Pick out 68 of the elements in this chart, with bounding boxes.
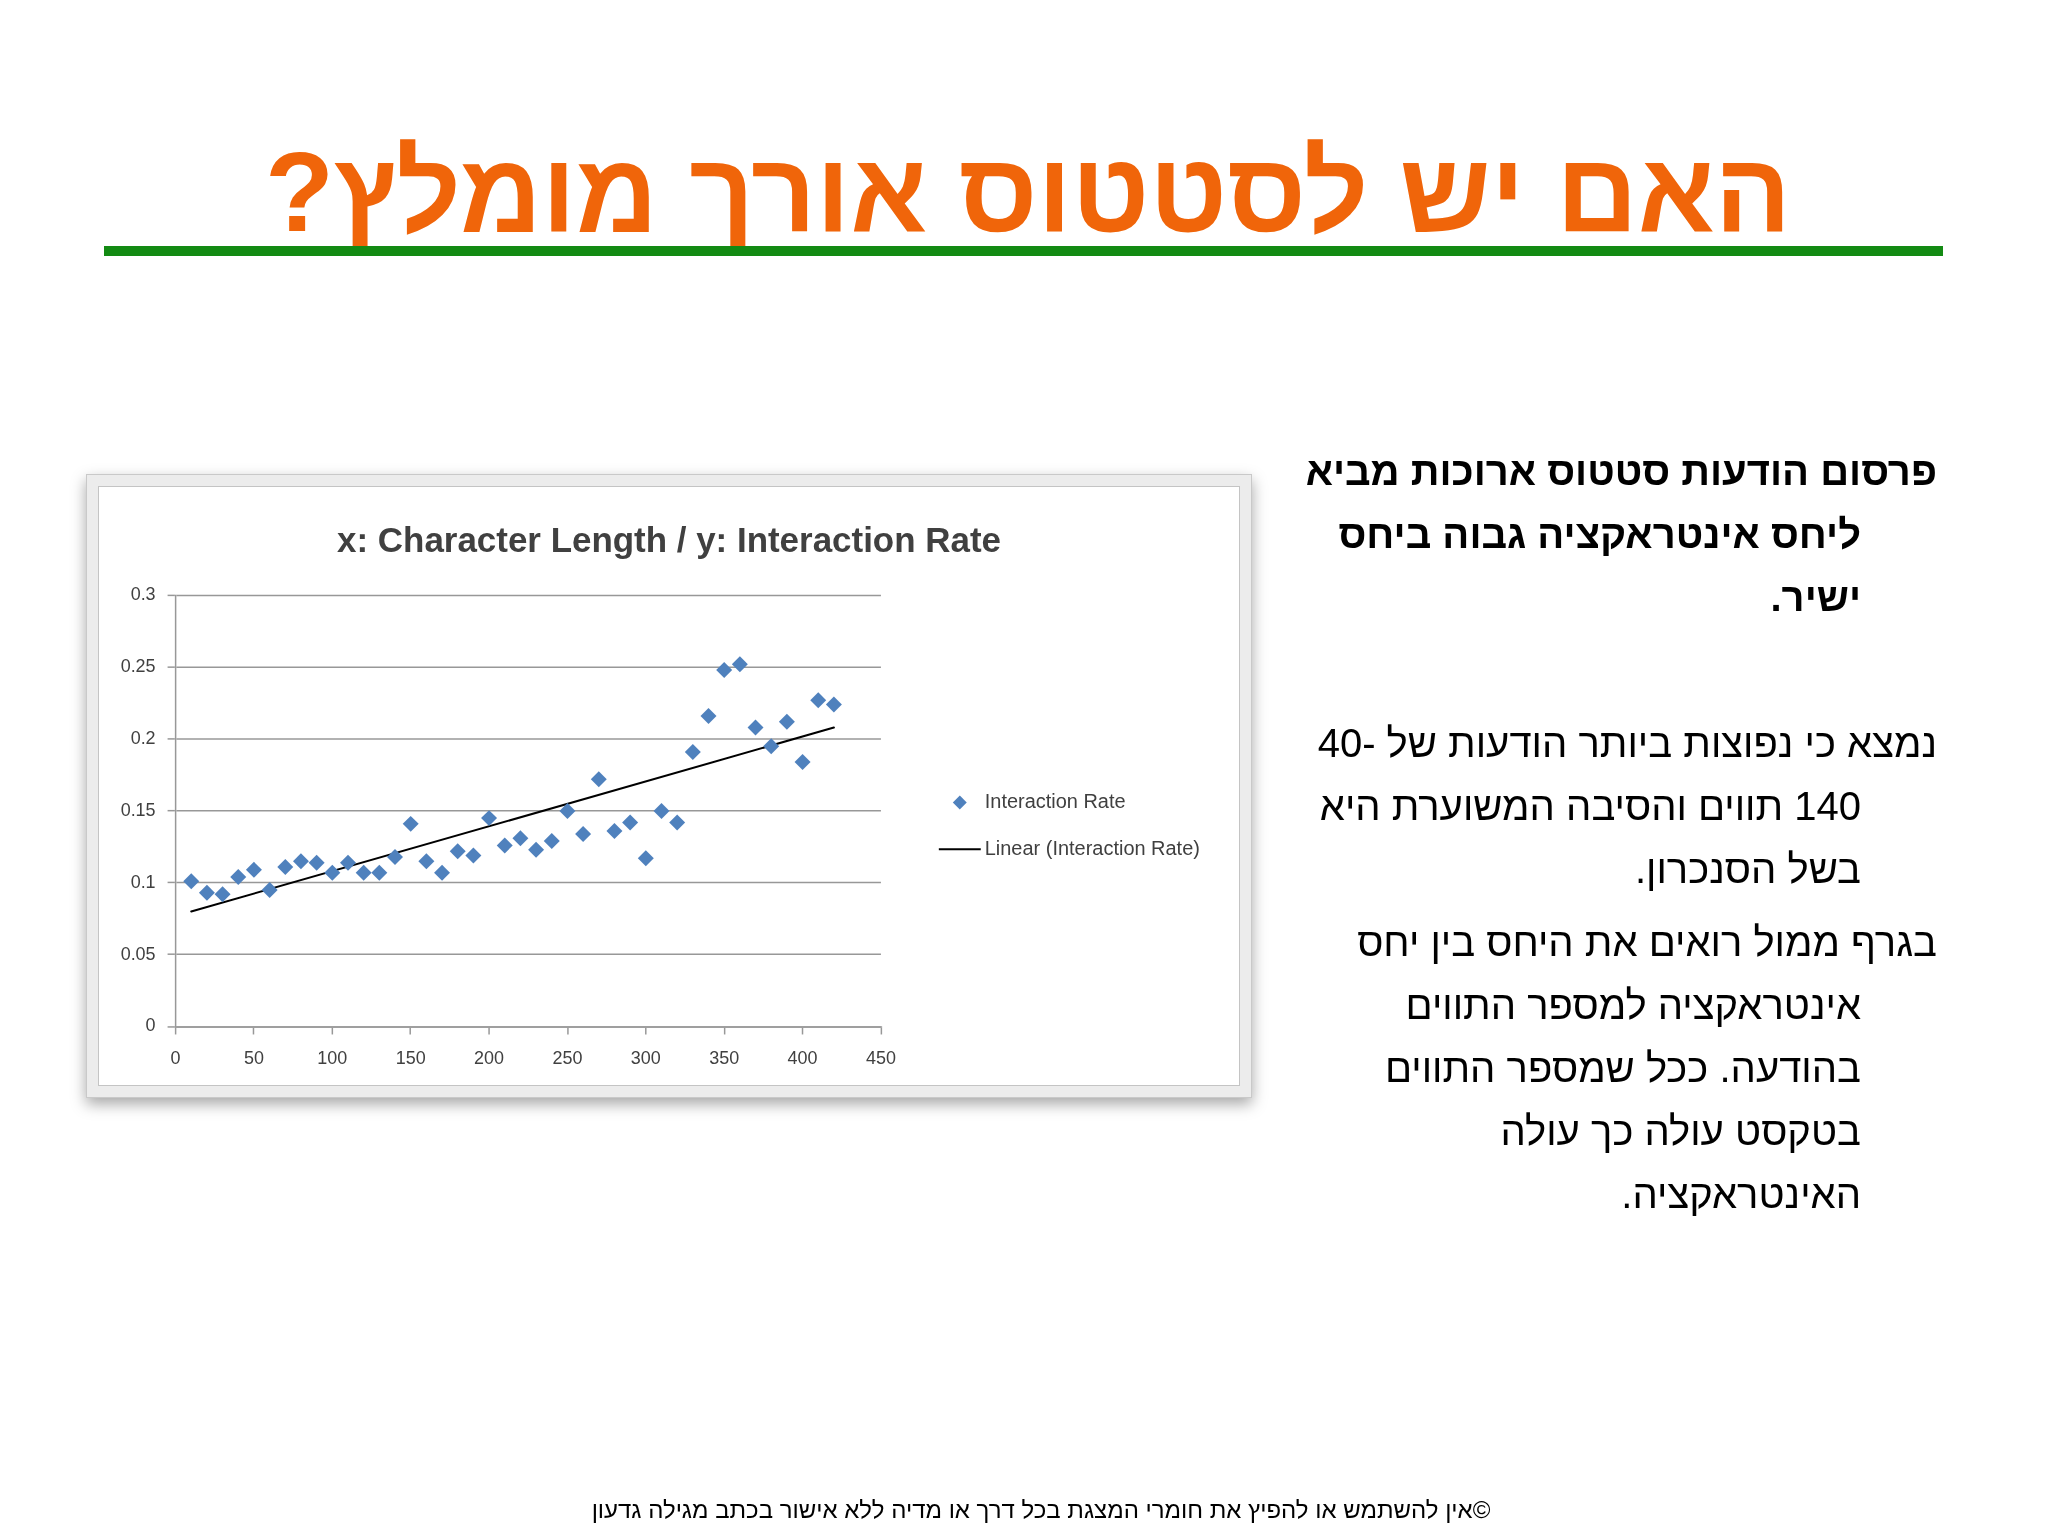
x-tick-label: 200 [474,1048,505,1069]
chart-subtitle: x: Character Length / y: Interaction Rate [337,520,1001,560]
point [230,869,247,885]
x-tick-label: 150 [395,1048,426,1069]
point [810,692,827,709]
point [324,864,341,881]
point [277,858,294,875]
point [387,848,403,865]
point [778,713,795,730]
x-tick-label: 100 [317,1048,348,1069]
point [183,873,200,890]
y-tick-label: 0.3 [130,584,156,605]
point [214,886,231,903]
x-tick-label: 50 [243,1048,264,1069]
point [198,884,215,901]
y-tick-label: 0.15 [120,799,156,820]
point [669,814,686,831]
point [559,802,576,819]
point [653,802,670,819]
x-tick-label: 450 [865,1048,896,1069]
x-tick-label: 300 [630,1048,661,1069]
point [465,847,482,864]
point [575,825,592,842]
point [418,853,435,870]
point [340,854,356,871]
point [716,662,733,679]
point [245,861,262,878]
point [355,864,372,881]
x-tick-label: 350 [709,1048,740,1069]
point [449,843,466,860]
point [402,815,419,832]
point [292,853,309,870]
text: ©אין להשתמש או להפיץ את חומרי המצגת בכל דרך או מדיה ללא אישור בכתב מגילה גדעון [590,1495,1492,1525]
x-tick-label: 250 [552,1048,583,1069]
y-tick-label: 0 [145,1015,156,1036]
chart-title: האם יש לסטטוס אורך מומלץ? [263,129,1793,255]
text: פרסום הודעות סטטוס ארוכות מביא ליחס אינטראקציה גבוה ביחס ישיר. [1304,448,1937,621]
point [763,738,780,755]
point [590,771,607,788]
point [825,696,842,713]
point [731,656,748,673]
point [512,830,529,847]
point [684,744,701,760]
point [308,854,325,871]
point [622,814,639,831]
point [261,881,278,898]
point [434,864,451,881]
point [637,850,654,867]
y-tick-label: 0.2 [130,728,156,749]
point [481,810,498,827]
point [606,823,623,840]
y-tick-label: 0.25 [120,656,156,677]
chart-frame: 0 50 100 150 200 250 300 350 400 450 0 0.05 0.1 0.15 0.2 0.25 0.3 x: Character Length / y: Interaction Rate Interaction Rate Linear (Interaction Rate) [86,474,1252,1098]
legend-label: Linear (Interaction Rate) [984,836,1200,859]
legend-label: Interaction Rate [984,789,1126,812]
point [528,841,545,858]
x-tick-label: 0 [170,1048,181,1069]
y-tick-label: 0.1 [130,871,156,892]
text: בגרף ממול רואים את היחס בין יחס אינטראקציה למספר התווים בהודעה. ככל שמספר התווים בטקסט עולה כך עולה האינטראקציה. [1356,919,1937,1218]
point [371,864,388,881]
point [543,833,560,850]
point [747,719,764,736]
point [794,754,811,771]
text: נמצא כי נפוצות ביותר הודעות של 40-140 תווים והסיבה המשוערת היא בשל הסנכרון. [1316,720,1937,893]
point [496,837,513,854]
x-tick-label: 400 [787,1048,818,1069]
y-tick-label: 0.05 [120,943,156,964]
point [700,708,717,725]
